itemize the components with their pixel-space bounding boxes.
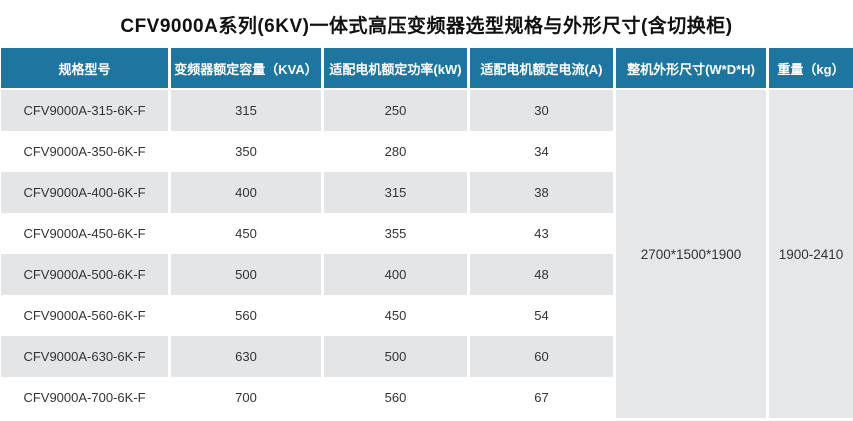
table-body: 2700*1500*1900 1900-2410 CFV9000A-315-6K… [1,90,853,418]
model-cell: CFV9000A-450-6K-F [1,213,168,254]
capacity-cell: 630 [171,336,321,377]
capacity-cell: 500 [171,254,321,295]
current-cell: 67 [470,377,613,418]
model-cell: CFV9000A-560-6K-F [1,295,168,336]
table-header-row: 规格型号 变频器额定容量（KVA） 适配电机额定功率(kW) 适配电机额定电流(… [1,48,853,88]
power-cell: 560 [324,377,467,418]
power-cell: 500 [324,336,467,377]
header-model: 规格型号 [1,48,168,88]
current-cell: 48 [470,254,613,295]
merged-weight-cell: 1900-2410 [769,90,853,418]
model-cell: CFV9000A-500-6K-F [1,254,168,295]
power-cell: 250 [324,90,467,131]
page-title: CFV9000A系列(6KV)一体式高压变频器选型规格与外形尺寸(含切换柜) [120,15,733,37]
capacity-cell: 315 [171,90,321,131]
current-cell: 30 [470,90,613,131]
header-capacity: 变频器额定容量（KVA） [171,48,321,88]
spec-table: 规格型号 变频器额定容量（KVA） 适配电机额定功率(kW) 适配电机额定电流(… [1,48,853,418]
power-cell: 315 [324,172,467,213]
model-cell: CFV9000A-350-6K-F [1,131,168,172]
current-cell: 34 [470,131,613,172]
current-cell: 43 [470,213,613,254]
current-cell: 60 [470,336,613,377]
merged-dimensions-cell: 2700*1500*1900 [616,90,766,418]
current-cell: 38 [470,172,613,213]
current-cell: 54 [470,295,613,336]
capacity-cell: 400 [171,172,321,213]
header-current: 适配电机额定电流(A) [470,48,613,88]
model-cell: CFV9000A-315-6K-F [1,90,168,131]
header-power: 适配电机额定功率(kW) [324,48,467,88]
capacity-cell: 560 [171,295,321,336]
capacity-cell: 700 [171,377,321,418]
model-cell: CFV9000A-630-6K-F [1,336,168,377]
header-dimensions: 整机外形尺寸(W*D*H) [616,48,766,88]
power-cell: 280 [324,131,467,172]
capacity-cell: 350 [171,131,321,172]
power-cell: 400 [324,254,467,295]
power-cell: 450 [324,295,467,336]
model-cell: CFV9000A-400-6K-F [1,172,168,213]
model-cell: CFV9000A-700-6K-F [1,377,168,418]
header-weight: 重量（kg） [769,48,853,88]
capacity-cell: 450 [171,213,321,254]
power-cell: 355 [324,213,467,254]
